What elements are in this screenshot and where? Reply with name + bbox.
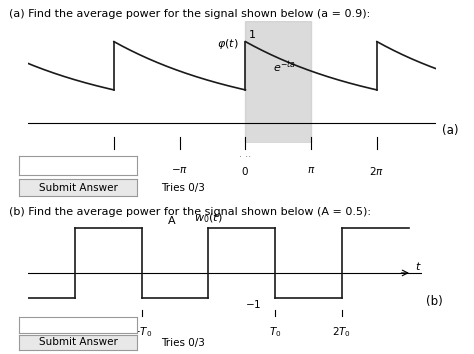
Text: Tries 0/3: Tries 0/3 bbox=[161, 183, 205, 193]
Text: $0$: $0$ bbox=[241, 165, 249, 177]
Text: (a): (a) bbox=[442, 124, 459, 137]
Text: $2T_0$: $2T_0$ bbox=[332, 325, 351, 339]
Bar bbox=[246, 21, 311, 143]
Text: (b) Find the average power for the signal shown below (A = 0.5):: (b) Find the average power for the signa… bbox=[9, 207, 372, 217]
Text: Submit Answer: Submit Answer bbox=[39, 337, 118, 348]
Text: $t$: $t$ bbox=[415, 260, 422, 272]
Text: Submit Answer: Submit Answer bbox=[39, 183, 118, 193]
Text: $2\pi$: $2\pi$ bbox=[369, 165, 384, 177]
Text: $\varphi(t)$: $\varphi(t)$ bbox=[217, 38, 238, 51]
Text: A: A bbox=[168, 216, 176, 226]
Text: $-2\pi$: $-2\pi$ bbox=[102, 165, 126, 177]
Text: $-1$: $-1$ bbox=[245, 298, 262, 310]
Text: $w_0(t)$: $w_0(t)$ bbox=[194, 211, 223, 224]
Text: $T_0$: $T_0$ bbox=[269, 325, 282, 339]
Text: $e^{-ta}$: $e^{-ta}$ bbox=[273, 60, 296, 75]
Text: 1: 1 bbox=[248, 30, 255, 40]
Text: $-\pi$: $-\pi$ bbox=[171, 165, 188, 175]
Text: (a) Find the average power for the signal shown below (a = 0.9):: (a) Find the average power for the signa… bbox=[9, 9, 371, 19]
Text: $\pi$: $\pi$ bbox=[307, 165, 315, 175]
Text: (b): (b) bbox=[426, 295, 443, 308]
Text: $-T_0$: $-T_0$ bbox=[131, 325, 152, 339]
Text: . ..: . .. bbox=[239, 149, 252, 159]
Text: Tries 0/3: Tries 0/3 bbox=[161, 338, 205, 348]
